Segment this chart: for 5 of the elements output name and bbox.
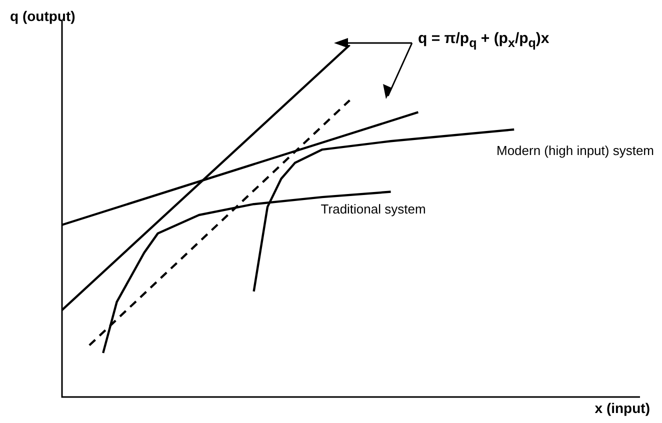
annotation: q = π/p$_{q}$ + (p$_{x}$/p$_{q}$)x xyxy=(418,30,550,50)
series-label: Traditional system xyxy=(320,201,426,216)
x-axis-title: x (input) xyxy=(594,400,650,416)
y-axis-title: q (output) xyxy=(10,8,76,24)
series-label: Modern (high input) system xyxy=(496,143,654,158)
